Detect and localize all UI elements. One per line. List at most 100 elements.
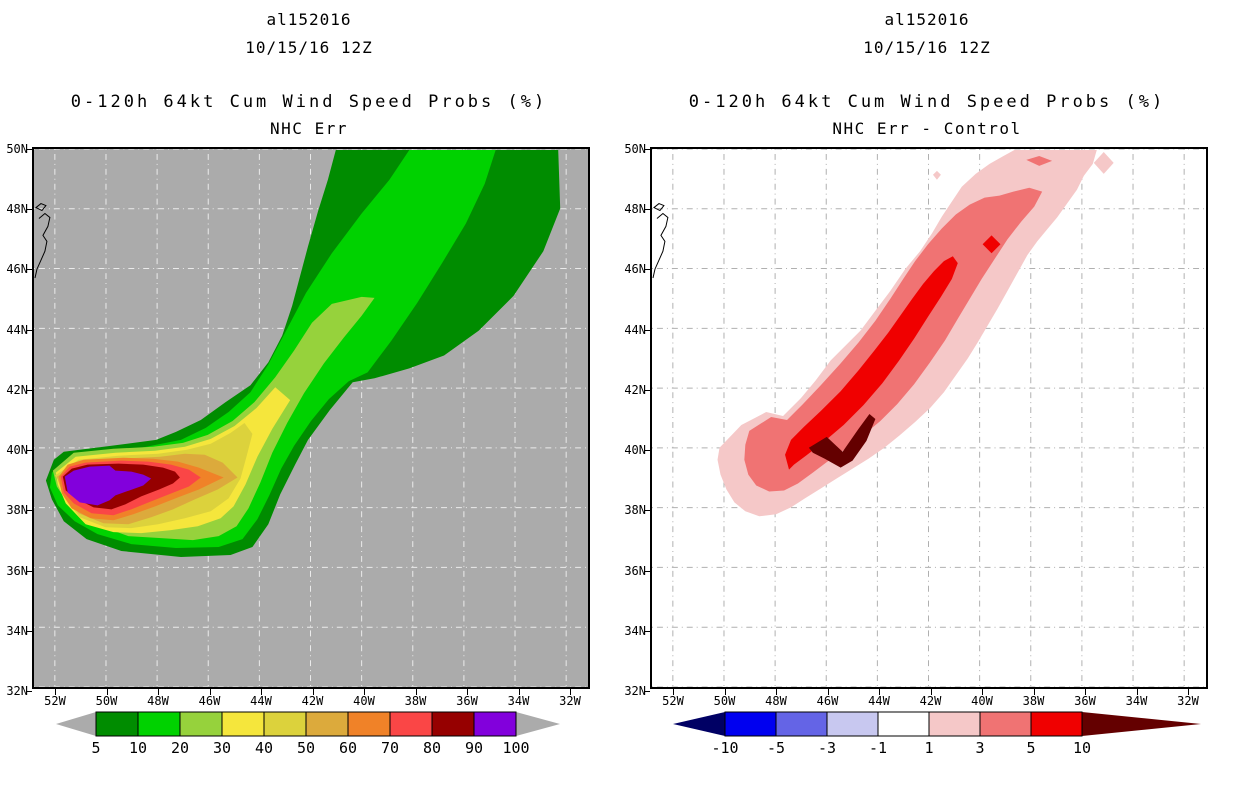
init-datetime: 10/15/16 12Z bbox=[863, 38, 991, 57]
x-tick bbox=[518, 689, 520, 695]
experiment-label: NHC Err - Control bbox=[832, 119, 1022, 138]
x-tick bbox=[261, 689, 262, 695]
y-tick-label: 38N bbox=[6, 503, 28, 518]
x-tick-label: 34W bbox=[507, 694, 530, 708]
x-tick bbox=[312, 689, 314, 695]
x-tick-label: 40W bbox=[971, 694, 993, 708]
y-tick-label: 48N bbox=[6, 202, 28, 217]
colorbar-label: 1 bbox=[924, 739, 933, 757]
y-tick-label: 50N bbox=[624, 142, 646, 156]
y-tick-label: 32N bbox=[624, 683, 646, 698]
colorbar: 5 10 20 30 40 50 60 70 80 90 100 bbox=[0, 705, 618, 765]
x-tick bbox=[1033, 689, 1035, 695]
y-tick bbox=[644, 690, 650, 692]
colorbar-label: 60 bbox=[339, 739, 357, 757]
colorbar-svg: -10 -5 -3 -1 1 3 5 10 bbox=[673, 711, 1201, 757]
colorbar-segment bbox=[877, 711, 930, 737]
y-tick-label: 46N bbox=[6, 262, 28, 277]
colorbar-svg: 5 10 20 30 40 50 60 70 80 90 100 bbox=[56, 711, 560, 757]
colorbar-label: -10 bbox=[711, 739, 738, 757]
y-tick-label: 44N bbox=[624, 322, 646, 337]
y-tick bbox=[26, 570, 32, 572]
y-tick-label: 40N bbox=[624, 443, 646, 458]
y-tick bbox=[26, 690, 32, 692]
y-tick bbox=[644, 269, 650, 271]
x-tick-label: 44W bbox=[868, 694, 890, 708]
init-datetime: 10/15/16 12Z bbox=[245, 38, 373, 57]
y-tick-label: 44N bbox=[6, 322, 28, 337]
y-tick bbox=[644, 510, 650, 512]
x-tick bbox=[106, 689, 108, 695]
colorbar-segment bbox=[473, 711, 517, 737]
y-tick bbox=[26, 450, 32, 452]
x-tick-label: 38W bbox=[404, 694, 427, 708]
contour-region-5 bbox=[785, 256, 958, 470]
y-tick bbox=[644, 149, 650, 150]
y-tick-label: 38N bbox=[624, 503, 646, 518]
product-title: 0-120h 64kt Cum Wind Speed Probs (%) bbox=[70, 92, 548, 112]
y-tick bbox=[644, 389, 650, 391]
colorbar-label: 50 bbox=[297, 739, 315, 757]
colorbar-label: 10 bbox=[1073, 739, 1091, 757]
x-tick-label: 42W bbox=[301, 694, 324, 708]
x-tick-label: 40W bbox=[353, 694, 375, 708]
colorbar-label: 3 bbox=[975, 739, 984, 757]
x-tick bbox=[724, 689, 726, 695]
x-tick-label: 32W bbox=[559, 694, 581, 708]
x-tick-label: 52W bbox=[662, 694, 684, 708]
x-tick bbox=[1188, 689, 1189, 695]
map-plot bbox=[32, 147, 590, 689]
contour-map bbox=[652, 149, 1206, 687]
contour-region-90 bbox=[64, 465, 152, 506]
x-tick-label: 50W bbox=[713, 694, 736, 708]
colorbar-segment bbox=[263, 711, 307, 737]
x-tick bbox=[776, 689, 777, 695]
y-tick bbox=[26, 389, 32, 391]
x-tick bbox=[827, 689, 829, 695]
storm-id: al152016 bbox=[266, 10, 352, 29]
x-tick bbox=[209, 689, 211, 695]
y-tick bbox=[26, 630, 32, 632]
y-tick-label: 34N bbox=[624, 623, 646, 638]
y-tick bbox=[644, 570, 650, 572]
x-tick-label: 48W bbox=[765, 694, 787, 708]
y-tick bbox=[644, 450, 650, 452]
x-tick bbox=[1085, 689, 1086, 695]
colorbar-arrow-left bbox=[56, 712, 96, 736]
y-tick-label: 50N bbox=[6, 142, 28, 156]
colorbar-segment bbox=[305, 711, 349, 737]
x-tick-label: 38W bbox=[1022, 694, 1045, 708]
colorbar-label: 10 bbox=[129, 739, 147, 757]
x-tick bbox=[467, 689, 468, 695]
colorbar-segment bbox=[775, 711, 828, 737]
colorbar-segment bbox=[826, 711, 879, 737]
x-tick-label: 48W bbox=[147, 694, 169, 708]
x-tick bbox=[982, 689, 983, 695]
colorbar-label: -1 bbox=[869, 739, 887, 757]
colorbar-label: -3 bbox=[818, 739, 836, 757]
y-tick bbox=[644, 329, 650, 331]
y-tick-label: 40N bbox=[6, 443, 28, 458]
colorbar-label: -5 bbox=[767, 739, 785, 757]
experiment-label: NHC Err bbox=[270, 119, 348, 138]
x-tick-label: 34W bbox=[1125, 694, 1148, 708]
colorbar-label: 70 bbox=[381, 739, 399, 757]
contour-map bbox=[34, 149, 588, 687]
y-tick bbox=[26, 149, 32, 150]
x-tick bbox=[673, 689, 674, 695]
colorbar-segment bbox=[431, 711, 475, 737]
contour-region-1c bbox=[932, 170, 941, 180]
colorbar-label: 30 bbox=[213, 739, 231, 757]
y-tick-label: 34N bbox=[6, 623, 28, 638]
storm-id: al152016 bbox=[884, 10, 970, 29]
x-tick bbox=[364, 689, 365, 695]
colorbar-segment bbox=[1030, 711, 1083, 737]
y-tick bbox=[644, 630, 650, 632]
x-tick-label: 46W bbox=[198, 694, 221, 708]
x-tick-label: 36W bbox=[1074, 694, 1096, 708]
x-tick bbox=[158, 689, 159, 695]
x-tick-label: 42W bbox=[919, 694, 942, 708]
coastline bbox=[652, 203, 669, 279]
x-tick-label: 50W bbox=[95, 694, 118, 708]
colorbar-label: 5 bbox=[1026, 739, 1035, 757]
